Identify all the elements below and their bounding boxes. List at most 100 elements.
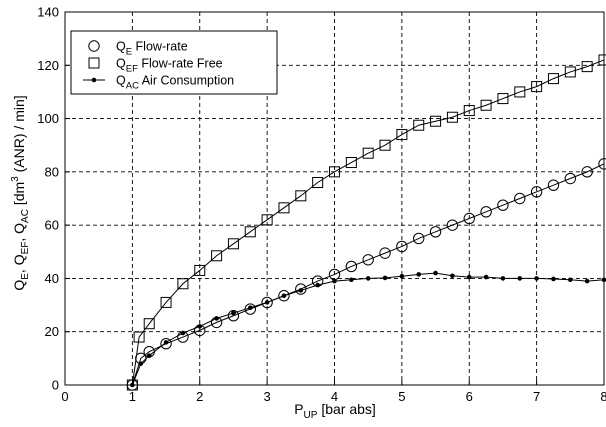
- circle-marker: [497, 199, 509, 211]
- dot-marker: [315, 282, 320, 288]
- circle-marker: [530, 186, 543, 198]
- square-marker: [211, 250, 223, 262]
- dot-marker: [534, 276, 539, 281]
- dot-marker: [416, 272, 422, 277]
- square-marker: [430, 115, 442, 127]
- series-qef: [126, 54, 606, 391]
- y-axis-title: QE, QEF, QAC [dm3 (ANR) / min]: [10, 95, 31, 290]
- y-tick-label: 100: [37, 111, 59, 126]
- square-marker: [133, 331, 145, 343]
- x-tick-label: 2: [196, 389, 203, 404]
- circle-marker: [379, 247, 391, 259]
- x-tick-label: 0: [61, 389, 68, 404]
- legend-entry-qac: QAC Air Consumption: [83, 74, 234, 92]
- circle-marker: [88, 40, 100, 52]
- y-tick-label: 40: [45, 271, 59, 286]
- dot-marker: [247, 305, 253, 311]
- series-qac: [130, 270, 606, 388]
- dot-marker: [450, 273, 455, 279]
- square-marker: [88, 57, 100, 69]
- circle-marker: [396, 240, 408, 253]
- circle-marker: [160, 338, 172, 350]
- dot-marker: [399, 273, 405, 279]
- square-marker: [278, 202, 290, 214]
- x-tick-label: 8: [600, 389, 606, 404]
- square-marker: [547, 73, 559, 85]
- dot-marker: [500, 276, 506, 281]
- y-tick-label: 140: [37, 5, 59, 20]
- circle-marker: [564, 172, 577, 185]
- series-line: [131, 163, 605, 386]
- square-marker: [396, 129, 408, 141]
- y-tick-label: 80: [45, 164, 59, 179]
- circle-marker: [278, 290, 290, 302]
- x-tick-label: 7: [533, 389, 540, 404]
- circle-marker: [362, 254, 374, 266]
- x-axis-title-rest: [bar abs]: [317, 401, 375, 417]
- dot-marker: [568, 277, 573, 283]
- dot-marker: [146, 353, 152, 358]
- y-tick-label: 0: [52, 378, 59, 393]
- legend-label: QAC Air Consumption: [116, 74, 234, 92]
- circle-marker: [446, 219, 459, 231]
- dot-marker: [551, 276, 556, 282]
- circle-marker: [413, 232, 425, 245]
- dot-marker: [163, 340, 169, 345]
- x-tick-label: 3: [264, 389, 271, 404]
- axes-frame: [64, 11, 605, 386]
- square-marker: [194, 264, 206, 276]
- x-axis-title-main: P: [294, 401, 303, 417]
- dot-marker: [433, 270, 438, 276]
- square-marker: [446, 111, 458, 123]
- circle-marker: [598, 158, 606, 170]
- x-tick-label: 5: [398, 389, 405, 404]
- dot-marker: [180, 330, 186, 336]
- square-marker: [531, 81, 543, 93]
- circle-marker: [480, 206, 492, 218]
- square-marker: [497, 93, 509, 105]
- square-marker: [227, 238, 239, 250]
- x-tick-label: 4: [331, 389, 338, 404]
- circle-marker: [345, 260, 358, 273]
- series-layer: [126, 54, 606, 391]
- dot-marker: [91, 77, 97, 83]
- square-marker: [295, 190, 307, 202]
- legend-label: QEF Flow-rate Free: [116, 57, 223, 75]
- square-marker: [564, 66, 576, 78]
- y-tick-label: 120: [37, 58, 59, 73]
- series-line: [131, 59, 605, 386]
- legend-box: [70, 30, 278, 95]
- dot-marker: [349, 277, 354, 283]
- legend-entry-qef: QEF Flow-rate Free: [88, 57, 223, 75]
- square-marker: [581, 61, 593, 73]
- dot-marker: [517, 276, 523, 281]
- square-marker: [345, 157, 357, 169]
- circle-marker: [463, 212, 475, 225]
- dot-marker: [382, 275, 388, 281]
- dot-marker: [231, 310, 236, 316]
- square-marker: [379, 139, 391, 151]
- dot-marker: [466, 274, 472, 280]
- y-tick-label: 20: [45, 324, 59, 339]
- circle-marker: [429, 226, 442, 238]
- x-tick-label: 6: [466, 389, 473, 404]
- circle-marker: [514, 192, 526, 205]
- square-marker: [598, 54, 606, 66]
- circle-marker: [547, 179, 560, 191]
- square-marker: [244, 226, 256, 238]
- legend-label: QE Flow-rate: [116, 40, 188, 58]
- square-marker: [480, 99, 492, 111]
- square-marker: [261, 214, 273, 226]
- square-marker: [143, 318, 155, 330]
- dot-marker: [214, 316, 219, 321]
- square-marker: [160, 296, 172, 308]
- square-marker: [312, 177, 324, 189]
- dot-marker: [298, 288, 304, 293]
- dot-marker: [264, 300, 270, 305]
- x-tick-label: 1: [129, 389, 136, 404]
- dot-marker: [365, 276, 371, 281]
- x-axis-title: PUP [bar abs]: [294, 401, 376, 421]
